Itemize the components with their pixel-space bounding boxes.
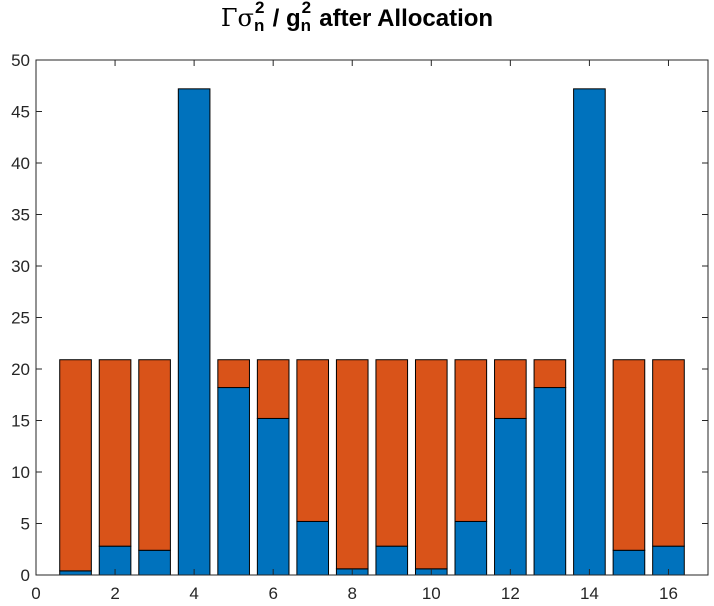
bar-11-series-2 (454, 359, 488, 522)
title-sub-1: n (253, 16, 265, 35)
bar-15-series-2 (612, 359, 646, 551)
bar-5-series-2 (217, 359, 250, 389)
title-mid: / g (265, 5, 301, 32)
y-tick-label: 0 (21, 566, 30, 585)
bar-13-series-2 (533, 359, 567, 389)
bar-9-series-1 (375, 545, 409, 576)
x-tick-label: 12 (501, 584, 520, 603)
bar-1-series-1 (59, 570, 92, 576)
title-sup-1: 2 (254, 0, 265, 17)
x-tick-label: 8 (348, 584, 357, 603)
x-tick-label: 0 (31, 584, 40, 603)
bar-1-series-2 (59, 359, 92, 572)
bar-11-series-1 (454, 520, 488, 576)
bar-4-series-1 (177, 88, 211, 576)
bar-6-series-2 (256, 359, 290, 419)
bar-15-series-1 (612, 549, 646, 576)
bar-3-series-2 (138, 359, 171, 551)
bar-2-series-2 (98, 359, 132, 547)
y-tick-label: 30 (11, 257, 30, 276)
x-tick-label: 10 (422, 584, 441, 603)
bar-3-series-1 (138, 549, 171, 576)
bar-7-series-1 (296, 520, 330, 576)
axes-layer: 0 2 4 6 8 10 12 14 16 0 5 10 15 20 25 30 35 40 45 50 (11, 51, 709, 603)
y-tick-label: 5 (21, 515, 30, 534)
bar-5-series-1 (217, 387, 250, 576)
y-tick-label: 20 (11, 360, 30, 379)
y-tick-label: 10 (11, 463, 30, 482)
title-gamma-sigma: Γσ (220, 4, 254, 32)
bar-8-series-2 (335, 359, 369, 570)
y-tick-label: 15 (11, 412, 30, 431)
y-tick-label: 35 (11, 206, 30, 225)
x-tick-label: 16 (659, 584, 678, 603)
bar-14-series-1 (573, 88, 606, 576)
bar-9-series-2 (375, 359, 409, 547)
plot-box (35, 59, 709, 576)
x-tick-label: 14 (580, 584, 599, 603)
y-tick-label: 50 (11, 51, 30, 70)
x-tick-label: 2 (110, 584, 119, 603)
title-suffix: after Allocation (312, 5, 494, 32)
y-tick-label: 40 (11, 154, 30, 173)
y-tick-label: 45 (11, 103, 30, 122)
bar-16-series-2 (652, 359, 685, 547)
x-tick-label: 4 (189, 584, 198, 603)
x-tick-label: 6 (268, 584, 277, 603)
bars-layer (59, 88, 685, 576)
bar-7-series-2 (296, 359, 330, 522)
bar-13-series-1 (533, 387, 567, 576)
bar-6-series-1 (256, 417, 290, 576)
title-sub-2: n (300, 16, 312, 35)
y-tick-label: 25 (11, 309, 30, 328)
title-sup-2: 2 (301, 0, 312, 17)
bar-12-series-2 (494, 359, 527, 419)
bar-10-series-2 (414, 359, 448, 570)
bar-12-series-1 (494, 417, 527, 576)
